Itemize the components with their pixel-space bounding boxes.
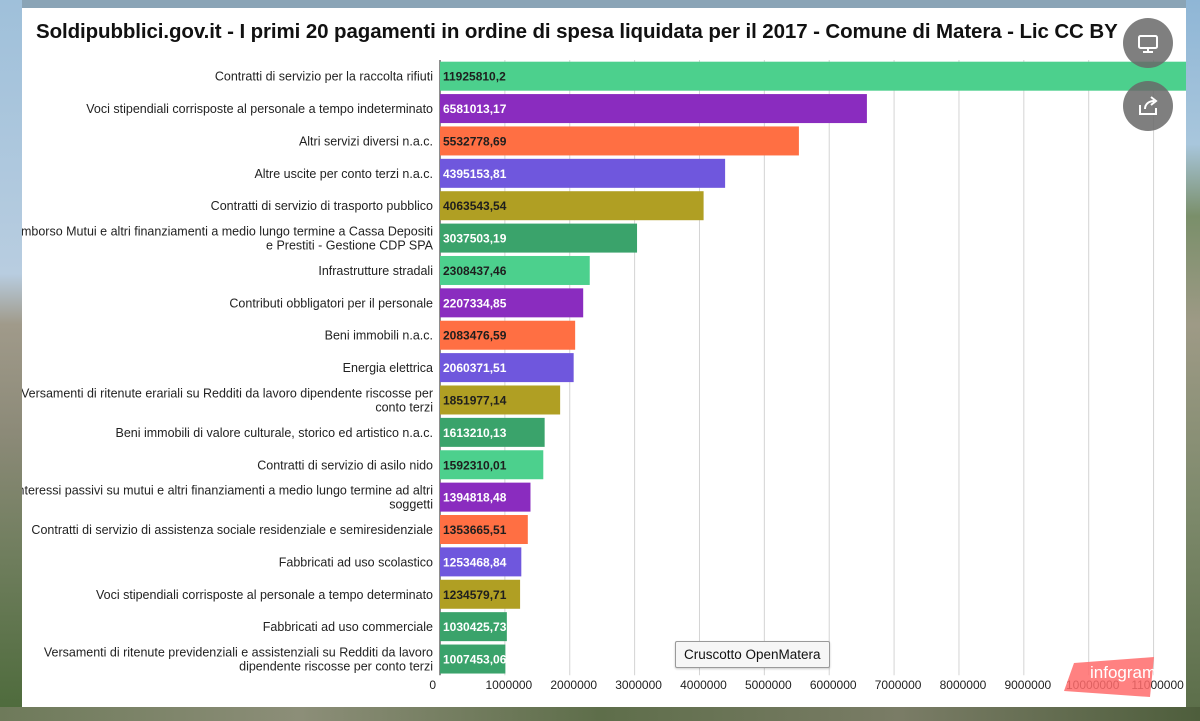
category-label: Rimborso Mutui e altri finanziamenti a m… [22,225,433,239]
bar-value-label: 1592310,01 [443,458,507,472]
x-tick-label: 4000000 [680,678,727,692]
x-tick-label: 0 [429,678,436,692]
x-tick-label: 6000000 [810,678,857,692]
present-button[interactable] [1123,18,1173,68]
share-button[interactable] [1123,81,1173,131]
bar-value-label: 4063543,54 [443,199,507,213]
bar-value-label: 2083476,59 [443,329,507,343]
bar-value-label: 2308437,46 [443,264,507,278]
x-tick-label: 8000000 [940,678,987,692]
bar [440,61,1186,91]
x-tick-label: 1000000 [486,678,533,692]
bar-value-label: 1613210,13 [443,426,507,440]
bar [440,353,574,383]
bar [440,158,726,188]
bar [440,320,576,350]
category-label: Fabbricati ad uso scolastico [279,555,433,569]
category-label: Beni immobili di valore culturale, stori… [116,426,434,440]
bar-value-label: 11925810,2 [443,70,506,84]
bar [440,288,584,318]
category-label: Contratti di servizio di trasporto pubbl… [211,199,433,213]
category-label: Beni immobili n.a.c. [325,329,433,343]
background-right [1186,0,1200,721]
bar [440,482,531,512]
share-icon [1139,96,1158,115]
bar [440,515,528,545]
bar-value-label: 4395153,81 [443,167,507,181]
x-tick-label: 3000000 [615,678,662,692]
bar-value-label: 1394818,48 [443,491,507,505]
background-bottom [0,707,1200,721]
bar-value-label: 6581013,17 [443,102,507,116]
category-label: Infrastrutture stradali [318,264,433,278]
bar-value-label: 1234579,71 [443,588,507,602]
category-label: Versamenti di ritenute previdenziali e a… [44,646,433,660]
category-label: Contratti di servizio per la raccolta ri… [215,70,433,84]
infogram-text: infogram [1090,663,1156,682]
bar-value-label: 2207334,85 [443,296,507,310]
x-tick-label: 7000000 [875,678,922,692]
category-label: Voci stipendiali corrisposte al personal… [96,588,433,602]
category-label: Fabbricati ad uso commerciale [263,620,433,634]
bar [440,255,590,285]
x-tick-label: 5000000 [745,678,792,692]
background-left [0,0,22,721]
infogram-logo[interactable]: infogram [1064,657,1186,697]
bar [440,126,799,156]
chart-card: Soldipubblici.gov.it - I primi 20 pagame… [22,8,1186,707]
bar [440,191,704,221]
category-label: conto terzi [375,400,433,414]
bar-value-label: 2060371,51 [443,361,507,375]
bar [440,612,507,642]
bar-value-label: 5532778,69 [443,134,507,148]
bar [440,385,561,415]
category-label: Altre uscite per conto terzi n.a.c. [254,167,433,181]
category-label: e Prestiti - Gestione CDP SPA [266,239,434,253]
bar-value-label: 1007453,06 [443,653,507,667]
category-label: Energia elettrica [343,361,433,375]
bar-value-label: 1851977,14 [443,393,507,407]
present-icon [1138,35,1158,53]
bar-value-label: 1353665,51 [443,523,507,537]
bar [440,94,867,124]
infogram-badge: infogram [1064,657,1156,697]
category-label: Versamenti di ritenute erariali su Reddi… [22,386,433,400]
bar [440,579,521,609]
chart-title: Soldipubblici.gov.it - I primi 20 pagame… [36,20,1118,43]
bar-chart: 11925810,2 Contratti di servizio per la r… [22,60,1186,692]
openmatera-tooltip[interactable]: Cruscotto OpenMatera [675,641,830,668]
x-tick-label: 9000000 [1004,678,1051,692]
bar-value-label: 1253468,84 [443,555,507,569]
x-tick-label: 2000000 [550,678,597,692]
bar-value-label: 3037503,19 [443,232,507,246]
bar [440,417,545,447]
bar [440,450,544,480]
category-label: Contratti di servizio di asilo nido [257,458,433,472]
category-label: Altri servizi diversi n.a.c. [299,134,433,148]
bar [440,223,638,253]
category-label: dipendente riscosse per conto terzi [239,660,433,674]
category-label: Voci stipendiali corrisposte al personal… [86,102,433,116]
bar [440,547,522,577]
bar [440,644,506,674]
bar-value-label: 1030425,73 [443,620,507,634]
category-label: Contributi obbligatori per il personale [229,296,433,310]
category-label: Interessi passivi su mutui e altri finan… [22,484,433,498]
category-label: soggetti [389,498,433,512]
category-label: Contratti di servizio di assistenza soci… [31,523,433,537]
